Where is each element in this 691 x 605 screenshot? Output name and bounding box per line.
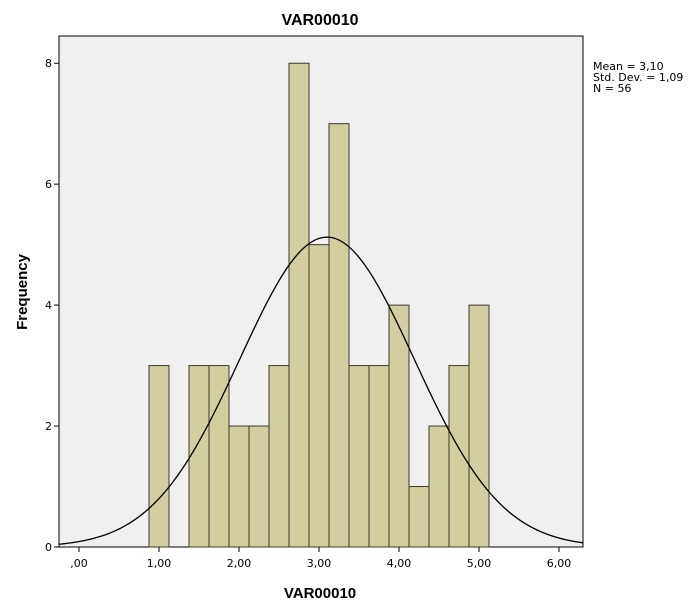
y-tick-label-1: 2 (45, 420, 52, 433)
histogram-bar-13 (428, 425, 450, 548)
histogram-bar-7 (308, 244, 330, 548)
stats-line-2: N = 56 (593, 82, 631, 95)
histogram-bars (148, 62, 490, 548)
x-tick-label-4: 4,00 (387, 557, 412, 570)
y-tick-label-3: 6 (45, 178, 52, 191)
histogram-bar-6 (288, 62, 310, 548)
stats-line-1: Std. Dev. = 1,09 (593, 71, 683, 84)
y-tick-label-2: 4 (45, 299, 52, 312)
y-tick-label-4: 8 (45, 57, 52, 70)
histogram-bar-14 (448, 365, 470, 548)
histogram-bar-0 (148, 365, 170, 548)
histogram-bar-8 (328, 123, 350, 548)
x-tick-label-1: 1,00 (147, 557, 172, 570)
stats-line-0: Mean = 3,10 (593, 60, 664, 73)
histogram-bar-10 (368, 365, 390, 548)
x-tick-label-5: 5,00 (467, 557, 492, 570)
histogram-bar-12 (408, 486, 430, 548)
histogram-bar-1 (188, 365, 210, 548)
x-tick-label-3: 3,00 (307, 557, 332, 570)
histogram-bar-3 (228, 425, 250, 548)
histogram-bar-9 (348, 365, 370, 548)
histogram-bar-4 (248, 425, 270, 548)
x-tick-label-0: ,00 (70, 557, 88, 570)
y-axis: 0 2 4 6 8 (45, 57, 59, 554)
normal-curve (58, 236, 584, 545)
y-axis-title: Frequency (14, 253, 31, 330)
chart-title: VAR00010 (281, 12, 358, 29)
y-tick-label-0: 0 (45, 541, 52, 554)
histogram-bar-2 (208, 365, 230, 548)
histogram-bar-5 (268, 365, 290, 548)
x-axis-title: VAR00010 (284, 585, 356, 602)
x-tick-label-6: 6,00 (547, 557, 572, 570)
x-tick-label-2: 2,00 (227, 557, 252, 570)
histogram-bar-15 (468, 304, 490, 548)
x-axis: ,00 1,00 2,00 3,00 4,00 5,00 6,00 (70, 547, 571, 570)
